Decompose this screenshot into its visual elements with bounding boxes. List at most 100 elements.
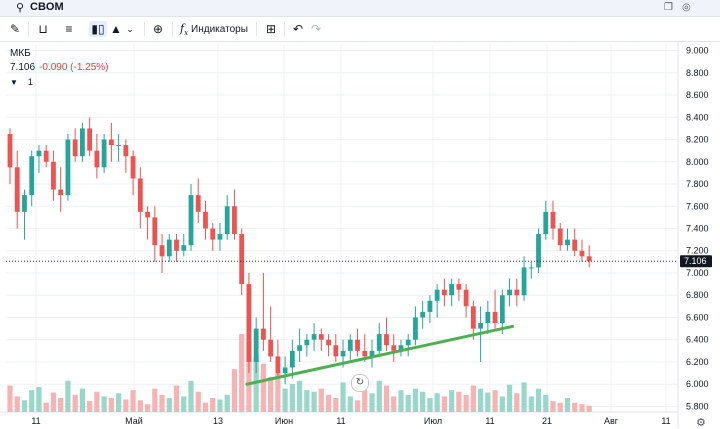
- search-icon[interactable]: ⚲: [16, 2, 25, 14]
- candle-body: [282, 367, 288, 374]
- restore-icon[interactable]: ❐: [664, 2, 673, 13]
- candle-body: [29, 156, 35, 196]
- volume-bar: [50, 392, 57, 412]
- y-tick-label: 7.000: [686, 268, 709, 278]
- camera-icon[interactable]: ◎: [682, 2, 691, 13]
- volume-bar: [420, 391, 426, 412]
- volume-bar: [318, 388, 324, 412]
- candle-body: [123, 145, 129, 157]
- basket-icon[interactable]: ⊔: [38, 22, 48, 36]
- candle-body: [536, 234, 541, 268]
- volume-bar: [369, 393, 375, 412]
- volume-bar: [123, 399, 129, 412]
- volume-bar: [398, 390, 404, 412]
- x-tick-label: Июл: [424, 416, 442, 426]
- chevron-down-icon[interactable]: ⌄: [126, 24, 134, 34]
- collapse-icon[interactable]: ▼: [10, 78, 18, 87]
- redo-icon[interactable]: ↷: [310, 22, 322, 36]
- trend-line[interactable]: [245, 324, 515, 386]
- candle-body: [391, 345, 397, 351]
- candle-body: [130, 156, 136, 179]
- candle-body: [181, 245, 187, 251]
- symbol-search-input[interactable]: CBOM: [30, 1, 64, 13]
- indicators-label: Индикаторы: [191, 24, 248, 35]
- candle-body: [145, 211, 150, 218]
- candle-body: [492, 311, 498, 324]
- y-tick-label: 8.600: [686, 90, 709, 100]
- x-tick-label: 21: [542, 416, 552, 426]
- volume-bar: [564, 397, 571, 412]
- candle-body: [499, 295, 505, 324]
- volume-bar: [94, 391, 100, 412]
- legend-last: 7.106: [10, 62, 36, 73]
- legend-volume-marker: 1: [27, 77, 33, 87]
- volume-bar: [514, 393, 520, 412]
- volume-bar: [72, 394, 78, 412]
- layout-icon[interactable]: ⊞: [265, 22, 277, 36]
- volume-bar: [116, 393, 122, 412]
- bars-icon[interactable]: ≡: [65, 22, 73, 36]
- volume-bar: [7, 385, 13, 412]
- candle-body: [456, 284, 462, 290]
- candle-body: [137, 178, 143, 212]
- undo-icon[interactable]: ↶: [292, 22, 304, 36]
- volume-bar: [43, 402, 49, 412]
- settings-icon[interactable]: ⚙: [696, 417, 706, 429]
- mountain-icon[interactable]: ▲: [110, 22, 122, 36]
- plus-circle-icon[interactable]: ⊕: [152, 22, 164, 36]
- volume-bar: [485, 392, 491, 412]
- y-tick-label: 6.000: [686, 379, 709, 389]
- volume-bar: [521, 382, 527, 412]
- candle-body: [521, 267, 527, 296]
- indicators-button[interactable]: fx Индикаторы: [180, 21, 248, 37]
- x-tick-label: 11: [485, 416, 494, 426]
- volume-bar: [130, 390, 136, 412]
- x-tick-label: 13: [213, 416, 223, 426]
- candle-body: [340, 350, 346, 357]
- candle-body: [72, 139, 78, 157]
- candle-body: [275, 356, 281, 374]
- candle-body: [261, 328, 266, 340]
- candle-body: [43, 150, 49, 162]
- volume-bar: [159, 394, 165, 412]
- candle-body: [174, 239, 179, 251]
- volume-bar: [405, 394, 411, 412]
- candle-body: [304, 339, 310, 346]
- candle-body: [7, 133, 13, 168]
- candle-body: [311, 334, 317, 340]
- pencil-icon[interactable]: ✎: [9, 22, 21, 36]
- volume-bar: [492, 390, 498, 412]
- candle-body: [434, 289, 440, 301]
- candle-body: [413, 317, 418, 340]
- price-axis[interactable]: 9.000 8.800 8.600 8.400 8.200 8.000 7.800 7.600…: [686, 46, 709, 412]
- candle-body: [246, 284, 252, 362]
- candle-body: [268, 339, 274, 357]
- candle-body: [449, 284, 455, 296]
- candle-body: [420, 311, 426, 318]
- candle-body: [347, 339, 353, 351]
- candle-body: [565, 239, 570, 246]
- last-price-label: 7.106: [684, 256, 707, 266]
- x-tick-label: Авг: [604, 416, 619, 426]
- legend-change: -0.090 (-1.25%): [39, 62, 109, 73]
- volume-bar: [412, 388, 419, 412]
- volume-bar: [535, 388, 542, 412]
- candle-body: [87, 128, 93, 151]
- candle-body: [253, 328, 259, 362]
- candle-body: [478, 323, 483, 329]
- y-tick-label: 6.600: [686, 312, 709, 322]
- time-axis[interactable]: 11 Май 13 Июн 11 Июл 11 21 Авг 11: [31, 416, 670, 426]
- volume-bar: [550, 401, 556, 412]
- candle-body: [108, 139, 114, 146]
- volume-bar: [36, 387, 42, 412]
- volume-bar: [391, 396, 397, 412]
- candles-icon[interactable]: ▮▯: [89, 21, 107, 37]
- reset-view-button[interactable]: ↻: [351, 374, 369, 392]
- candle-body: [326, 339, 331, 346]
- candle-body: [65, 139, 71, 196]
- volume-bar: [434, 393, 440, 412]
- volume-bar: [376, 380, 382, 412]
- candle-body: [318, 334, 324, 340]
- y-tick-label: 8.200: [686, 135, 709, 145]
